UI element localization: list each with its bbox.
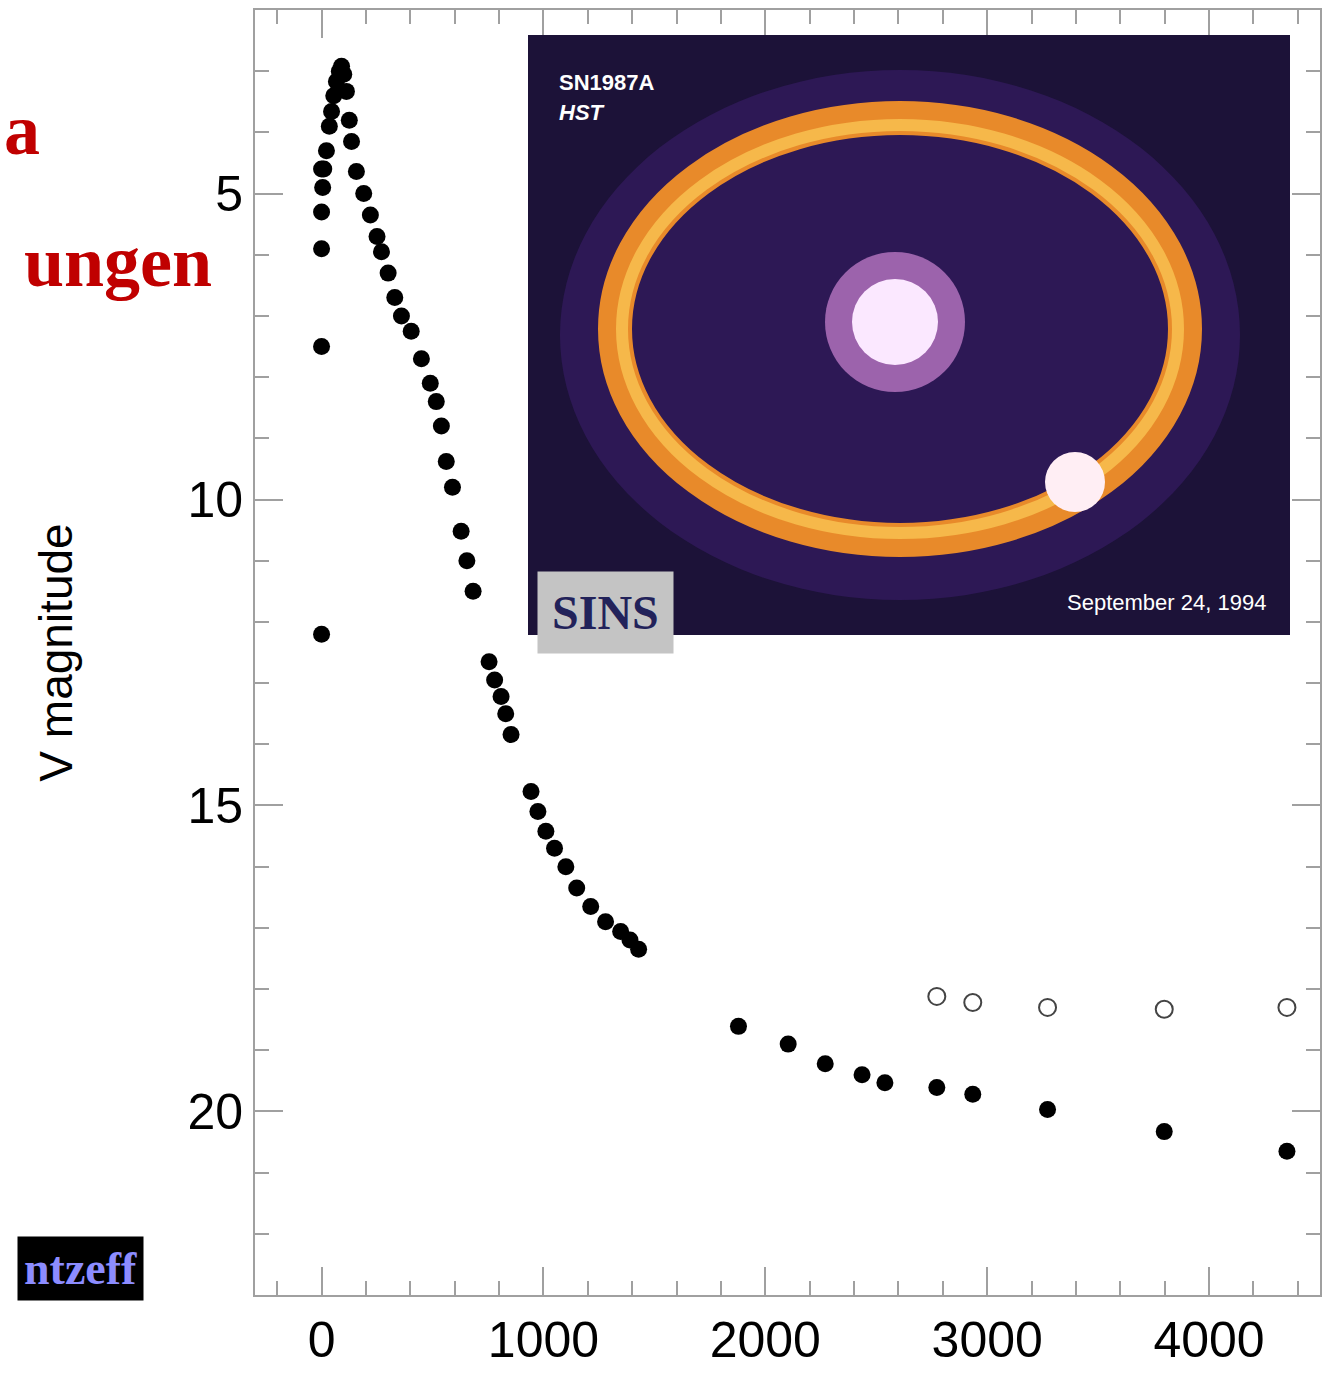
svg-text:1000: 1000 [488,1312,599,1368]
svg-text:a: a [4,90,40,170]
svg-text:15: 15 [187,778,243,834]
svg-text:ntzeff: ntzeff [24,1243,137,1294]
svg-text:5: 5 [215,166,243,222]
svg-text:V magnitude: V magnitude [30,523,82,781]
svg-text:3000: 3000 [932,1312,1043,1368]
svg-text:4000: 4000 [1153,1312,1264,1368]
svg-text:10: 10 [187,472,243,528]
svg-text:SN1987A: SN1987A [559,70,655,95]
svg-text:HST: HST [559,100,605,125]
svg-text:ungen: ungen [24,222,212,302]
svg-text:0: 0 [308,1312,336,1368]
svg-text:SINS: SINS [552,586,659,639]
svg-text:September 24, 1994: September 24, 1994 [1067,590,1266,615]
svg-text:2000: 2000 [710,1312,821,1368]
svg-text:20: 20 [187,1084,243,1140]
